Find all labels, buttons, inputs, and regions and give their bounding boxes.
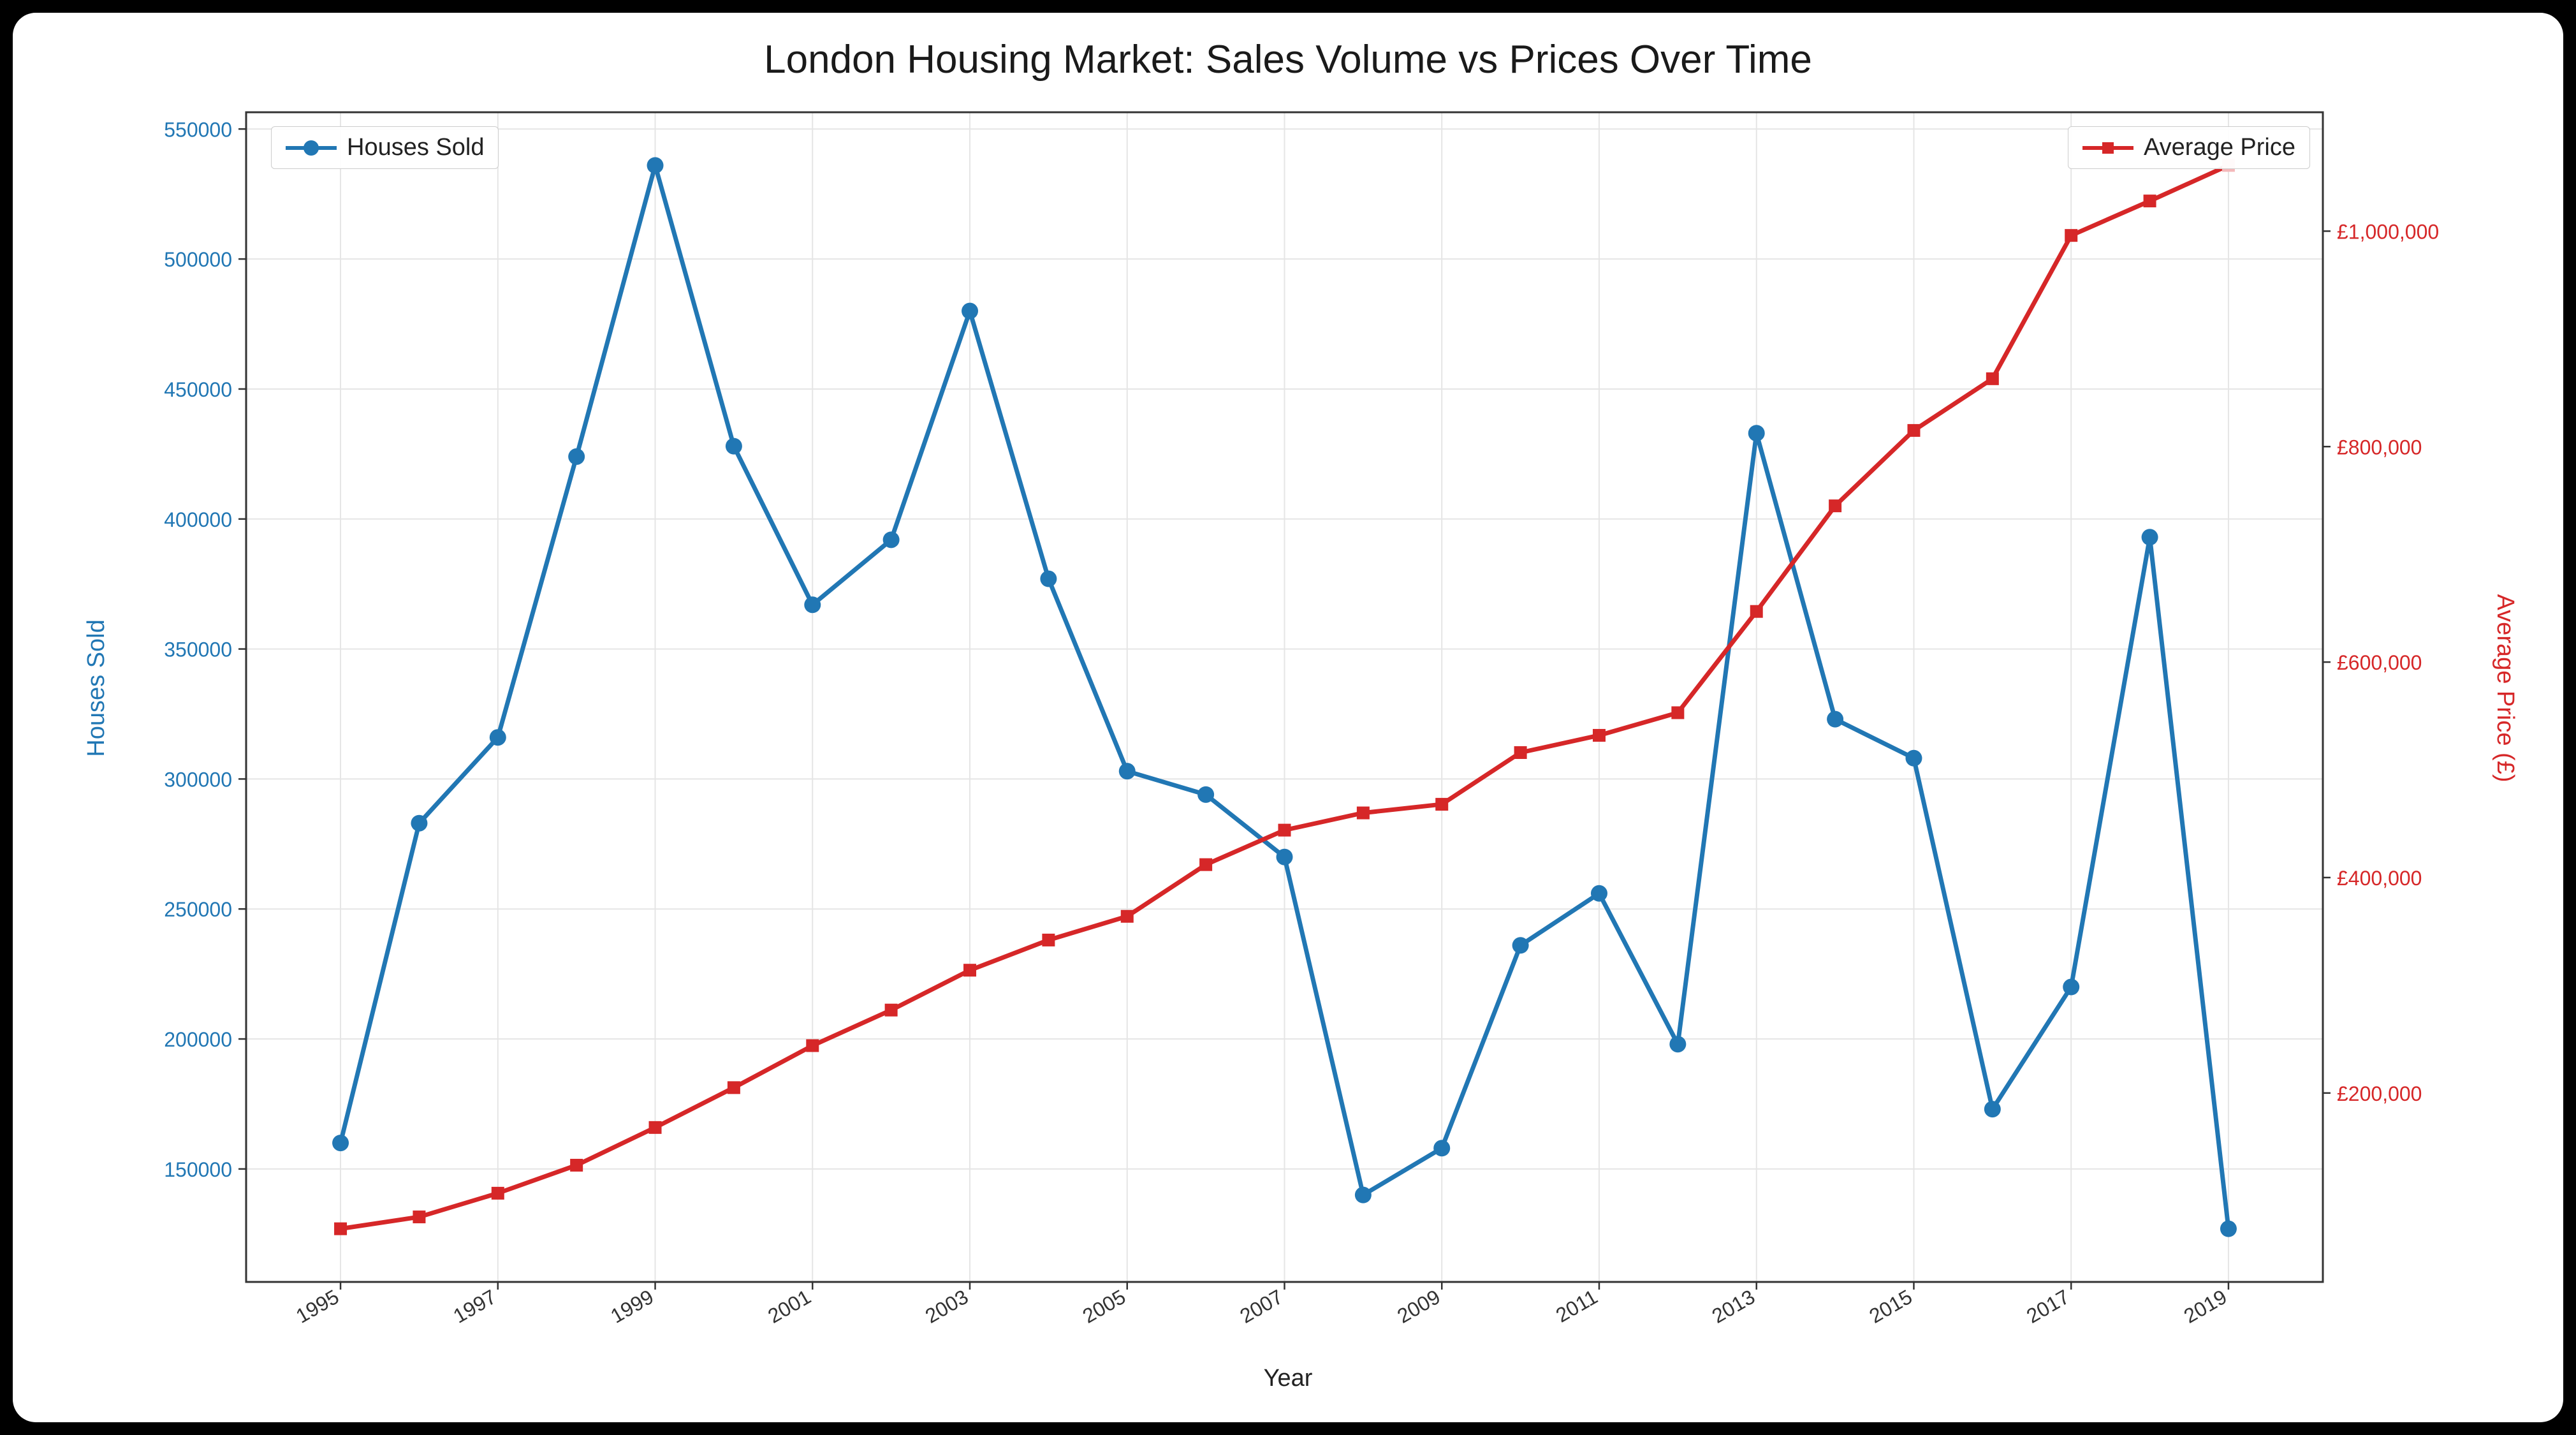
svg-text:2007: 2007 — [1236, 1285, 1287, 1328]
svg-text:2017: 2017 — [2023, 1285, 2074, 1328]
svg-text:1997: 1997 — [450, 1285, 501, 1328]
svg-text:350000: 350000 — [164, 638, 232, 661]
svg-text:450000: 450000 — [164, 378, 232, 401]
svg-text:2009: 2009 — [1393, 1285, 1444, 1328]
svg-text:2013: 2013 — [1708, 1285, 1759, 1328]
svg-text:150000: 150000 — [164, 1158, 232, 1181]
svg-text:400000: 400000 — [164, 508, 232, 531]
svg-text:1995: 1995 — [292, 1285, 343, 1328]
svg-text:2011: 2011 — [1552, 1285, 1602, 1327]
svg-text:2019: 2019 — [2180, 1285, 2231, 1328]
svg-text:2001: 2001 — [764, 1285, 815, 1328]
svg-text:£200,000: £200,000 — [2337, 1082, 2422, 1105]
svg-text:1999: 1999 — [606, 1285, 657, 1328]
svg-text:£600,000: £600,000 — [2337, 651, 2422, 674]
svg-text:2005: 2005 — [1079, 1285, 1130, 1328]
svg-text:550000: 550000 — [164, 118, 232, 141]
svg-text:£1,000,000: £1,000,000 — [2337, 220, 2439, 243]
svg-text:2015: 2015 — [1865, 1285, 1916, 1328]
svg-text:250000: 250000 — [164, 898, 232, 921]
svg-text:2003: 2003 — [921, 1285, 972, 1328]
svg-text:£400,000: £400,000 — [2337, 867, 2422, 890]
svg-text:200000: 200000 — [164, 1028, 232, 1051]
svg-text:£800,000: £800,000 — [2337, 436, 2422, 459]
svg-text:300000: 300000 — [164, 768, 232, 791]
svg-text:500000: 500000 — [164, 248, 232, 271]
